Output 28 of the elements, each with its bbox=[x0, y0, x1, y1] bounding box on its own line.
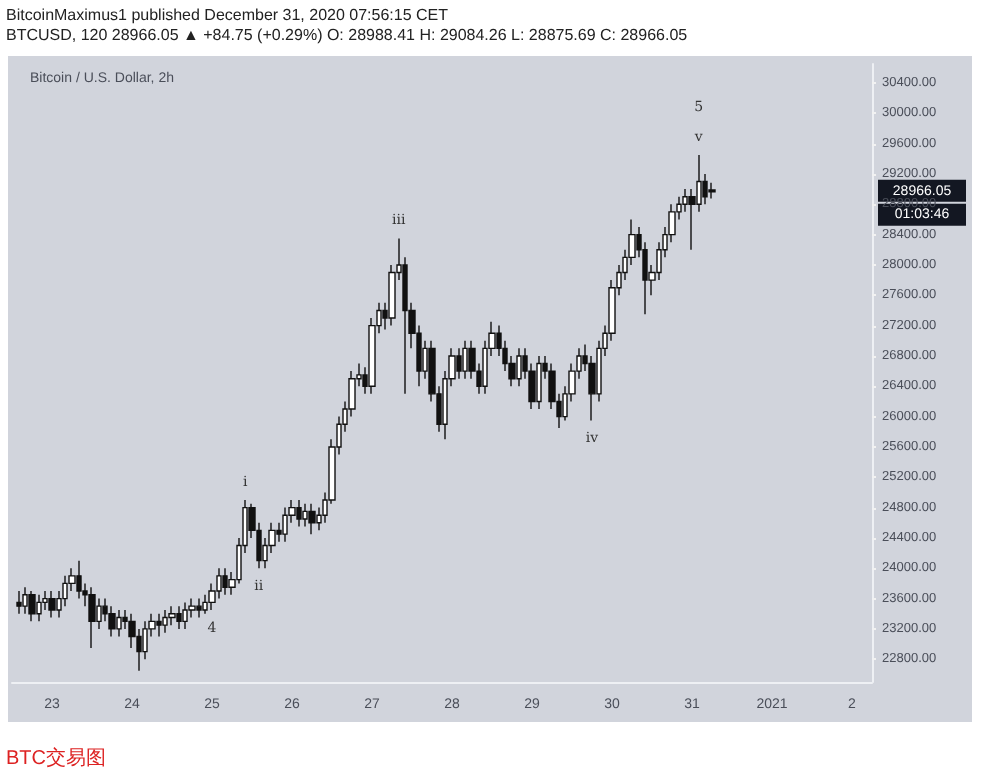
candlestick bbox=[168, 605, 176, 626]
candlestick bbox=[296, 499, 302, 528]
candlestick bbox=[302, 503, 308, 528]
candlestick bbox=[22, 586, 28, 615]
candlestick bbox=[116, 609, 122, 638]
candlestick bbox=[308, 503, 316, 535]
candlestick bbox=[16, 590, 22, 615]
candlestick bbox=[222, 567, 228, 596]
candlestick bbox=[456, 347, 462, 380]
candlestick bbox=[156, 613, 162, 638]
candlestick bbox=[108, 605, 116, 638]
text: BitcoinMaximus1 published December 31, 2020 07:56:15 CET bbox=[6, 6, 449, 24]
candlestick bbox=[182, 601, 188, 630]
candlestick bbox=[36, 594, 42, 623]
candlestick bbox=[196, 597, 202, 619]
candlestick bbox=[162, 609, 168, 634]
candlestick bbox=[28, 590, 36, 623]
candlestick bbox=[708, 182, 716, 200]
candlestick bbox=[76, 559, 82, 600]
candlestick bbox=[462, 340, 468, 380]
text: BTC交易图 bbox=[6, 745, 106, 772]
candlestick bbox=[176, 605, 182, 630]
candlestick bbox=[48, 590, 56, 619]
candlestick bbox=[516, 347, 522, 387]
candlestick bbox=[282, 506, 288, 543]
candlestick bbox=[536, 355, 542, 410]
candlestick bbox=[88, 586, 96, 649]
text: BTCUSD, 120 28966.05 ▲ +84.75 (+0.29%) O: 28988.41 H: 29084.26 L: 28875.69 C: 28966.05 bbox=[6, 26, 688, 44]
